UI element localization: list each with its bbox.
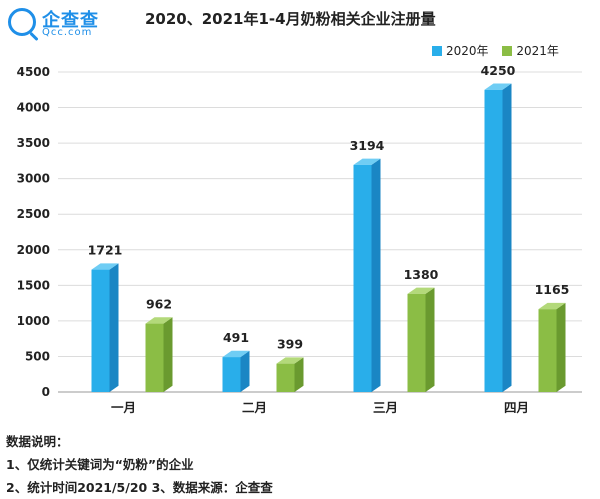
- data-label: 491: [223, 330, 249, 345]
- data-label: 1165: [535, 282, 570, 297]
- bar-2020-1: [91, 263, 119, 392]
- brand-logo: 企查查 Qcc.com: [8, 6, 128, 40]
- data-label: 3194: [350, 138, 385, 153]
- bar-chart: 0 500 1000 1500 2000 2500 3000 3500 4000 4500 1721…: [17, 63, 582, 415]
- data-label: 962: [146, 297, 172, 312]
- chart-legend: 2020年 2021年: [432, 42, 569, 59]
- bar-2021-2: [276, 357, 304, 392]
- y-tick-label: 1500: [17, 278, 50, 292]
- notes-heading: 数据说明：: [6, 434, 69, 449]
- legend-item-2021: 2021年: [502, 42, 559, 59]
- data-label: 1721: [88, 243, 123, 258]
- bar-2020-2: [222, 350, 250, 392]
- y-tick-label: 0: [42, 385, 50, 399]
- bar-2020-3: [353, 158, 381, 392]
- notes-line-1: 1、仅统计关键词为“奶粉”的企业: [6, 457, 194, 472]
- data-label: 1380: [404, 267, 439, 282]
- data-label: 4250: [481, 63, 516, 78]
- notes-line-2: 2、统计时间2021/5/20 3、数据来源：企查查: [6, 480, 273, 495]
- x-tick-label: 三月: [373, 400, 398, 415]
- legend-swatch-2021: [502, 45, 513, 56]
- y-tick-label: 2500: [17, 207, 50, 221]
- search-magnifier-icon: [8, 8, 36, 36]
- data-notes: 数据说明： 1、仅统计关键词为“奶粉”的企业 2、统计时间2021/5/20 3…: [6, 430, 273, 499]
- bar-2021-3: [407, 287, 435, 392]
- x-tick-label: 四月: [504, 400, 529, 415]
- y-tick-label: 3000: [17, 172, 50, 186]
- y-tick-label: 4500: [17, 65, 50, 79]
- x-tick-label: 二月: [242, 400, 267, 415]
- legend-label-2021: 2021年: [516, 44, 559, 58]
- brand-name: 企查查: [42, 10, 99, 31]
- y-tick-label: 500: [25, 349, 50, 363]
- bar-2021-1: [145, 317, 173, 392]
- y-tick-label: 4000: [17, 101, 50, 115]
- chart-title: 2020、2021年1-4月奶粉相关企业注册量: [145, 10, 436, 28]
- y-tick-label: 1000: [17, 314, 50, 328]
- y-tick-label: 3500: [17, 136, 50, 150]
- legend-label-2020: 2020年: [446, 44, 489, 58]
- bar-2021-4: [538, 302, 566, 392]
- legend-swatch-2020: [432, 45, 442, 56]
- data-label: 399: [277, 337, 303, 352]
- y-tick-label: 2000: [17, 243, 50, 257]
- legend-item-2020: 2020年: [432, 42, 489, 59]
- bar-2020-4: [484, 83, 512, 393]
- x-tick-label: 一月: [111, 400, 136, 415]
- brand-domain: Qcc.com: [42, 27, 93, 38]
